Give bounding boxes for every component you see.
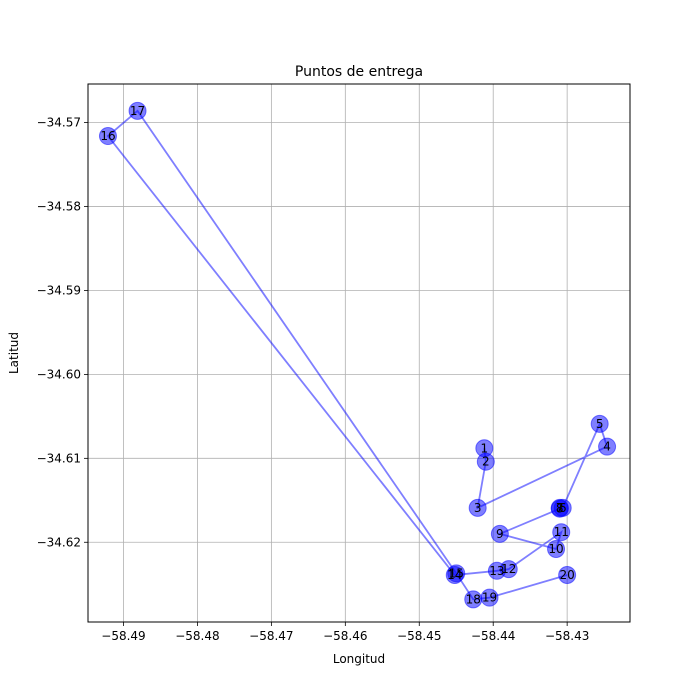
delivery-point-label: 13 bbox=[489, 564, 504, 578]
y-tick-label: −34.59 bbox=[37, 283, 81, 297]
delivery-point-marker bbox=[447, 564, 466, 583]
y-axis-label: Latitud bbox=[7, 332, 21, 374]
delivery-point-label: 16 bbox=[100, 129, 115, 143]
delivery-point-label: 17 bbox=[130, 104, 145, 118]
delivery-point-label: 18 bbox=[466, 592, 481, 606]
y-axis-ticks: −34.57 −34.58 −34.59 −34.60 −34.61 −34.62 bbox=[37, 116, 88, 549]
grid-lines bbox=[88, 84, 630, 622]
x-tick-label: −58.43 bbox=[545, 629, 589, 643]
delivery-point-marker bbox=[590, 414, 609, 433]
delivery-point-label: 14 bbox=[447, 568, 462, 582]
delivery-point-marker bbox=[558, 565, 577, 584]
x-axis-label: Longitud bbox=[333, 652, 385, 666]
x-tick-label: −58.45 bbox=[397, 629, 441, 643]
y-tick-label: −34.57 bbox=[37, 116, 81, 130]
x-tick-label: −58.49 bbox=[101, 629, 145, 643]
delivery-point-marker bbox=[598, 437, 617, 456]
y-tick-label: −34.58 bbox=[37, 200, 81, 214]
delivery-point-label: 4 bbox=[603, 440, 611, 454]
delivery-point-marker bbox=[468, 498, 487, 517]
delivery-point-marker bbox=[128, 101, 147, 120]
x-tick-label: −58.46 bbox=[323, 629, 367, 643]
delivery-point-label: 5 bbox=[596, 417, 604, 431]
delivery-point-marker bbox=[490, 524, 509, 543]
y-tick-label: −34.60 bbox=[37, 367, 81, 381]
delivery-point-label: 9 bbox=[496, 527, 504, 541]
x-tick-label: −58.47 bbox=[249, 629, 293, 643]
delivery-point-marker bbox=[552, 523, 571, 542]
delivery-point-label: 1 bbox=[481, 441, 489, 455]
delivery-point-label: 8 bbox=[556, 502, 564, 516]
x-axis-ticks: −58.49 −58.48 −58.47 −58.46 −58.45 −58.44 −58.… bbox=[101, 622, 589, 643]
delivery-point-label: 10 bbox=[548, 542, 563, 556]
delivery-point-label: 6 bbox=[559, 501, 567, 515]
delivery-point-marker bbox=[98, 127, 117, 146]
chart-title: Puntos de entrega bbox=[295, 64, 423, 80]
delivery-point-marker bbox=[550, 499, 569, 518]
delivery-point-marker bbox=[480, 588, 499, 607]
delivery-point-label: 19 bbox=[482, 591, 497, 605]
y-tick-label: −34.62 bbox=[37, 535, 81, 549]
delivery-point-marker bbox=[476, 452, 495, 471]
delivery-point-label: 20 bbox=[560, 568, 575, 582]
plot-frame bbox=[87, 83, 631, 623]
delivery-point-label: 15 bbox=[449, 566, 464, 580]
x-tick-label: −58.48 bbox=[175, 629, 219, 643]
x-tick-label: −58.44 bbox=[471, 629, 515, 643]
delivery-point-marker bbox=[487, 561, 506, 580]
delivery-point-marker bbox=[547, 539, 566, 558]
delivery-point-label: 2 bbox=[482, 455, 490, 469]
delivery-point-label: 7 bbox=[556, 501, 564, 515]
delivery-point-label: 11 bbox=[554, 525, 569, 539]
delivery-point-label: 3 bbox=[474, 501, 482, 515]
delivery-point-label: 12 bbox=[501, 562, 516, 576]
y-tick-label: −34.61 bbox=[37, 451, 81, 465]
